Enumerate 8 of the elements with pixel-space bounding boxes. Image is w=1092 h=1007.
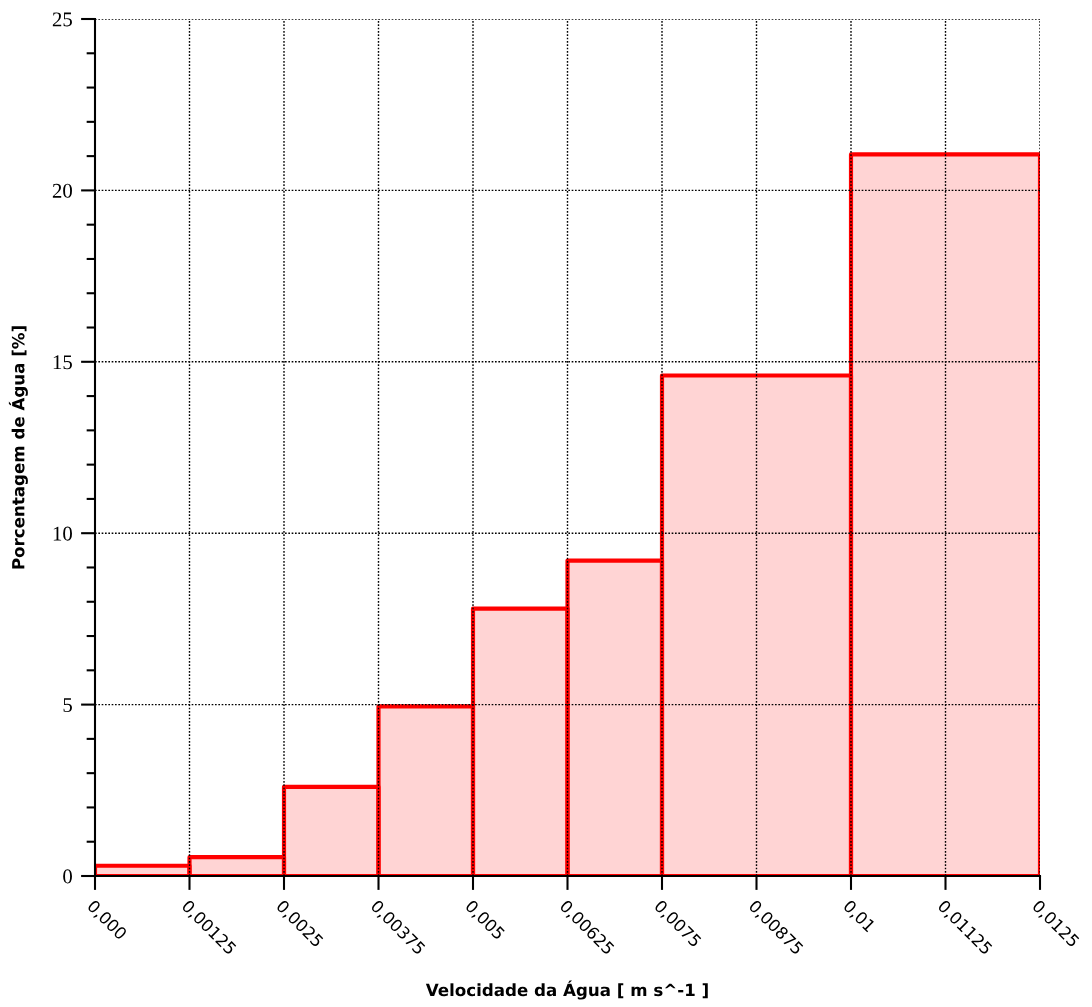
y-tick-label: 15 (53, 355, 72, 370)
y-tick-label: 25 (52, 12, 72, 27)
y-tick-label: 0 (63, 869, 72, 884)
x-axis-title: Velocidade da Água [ m s^-1 ] (425, 980, 708, 1000)
y-tick-label: 5 (63, 698, 72, 713)
y-tick-label: 10 (53, 526, 72, 541)
y-axis-title: Porcentagem de Água [%] (8, 326, 28, 569)
y-tick-label: 20 (52, 183, 72, 198)
